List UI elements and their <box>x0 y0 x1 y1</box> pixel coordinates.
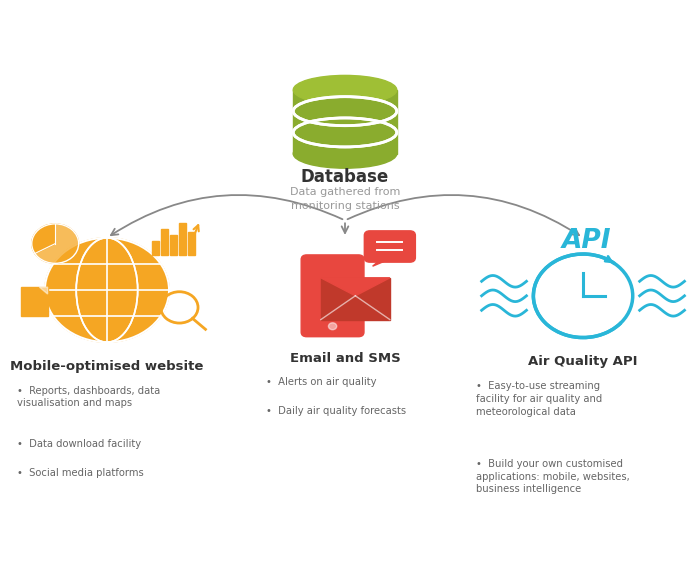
Circle shape <box>328 322 337 329</box>
Text: •  Reports, dashboards, data
visualisation and maps: • Reports, dashboards, data visualisatio… <box>17 386 161 408</box>
Polygon shape <box>373 258 393 266</box>
Polygon shape <box>321 278 390 296</box>
Bar <box>321 278 390 320</box>
Bar <box>188 232 195 255</box>
Text: •  Easy-to-use streaming
facility for air quality and
meteorological data: • Easy-to-use streaming facility for air… <box>476 381 602 416</box>
Text: Air Quality API: Air Quality API <box>529 355 638 368</box>
FancyBboxPatch shape <box>301 255 364 336</box>
Bar <box>179 223 186 255</box>
Text: Email and SMS: Email and SMS <box>290 353 400 365</box>
Text: Database: Database <box>301 168 389 186</box>
Text: •  Alerts on air quality: • Alerts on air quality <box>266 378 376 387</box>
Wedge shape <box>35 224 79 263</box>
Text: Data gathered from
monitoring stations: Data gathered from monitoring stations <box>290 187 400 211</box>
Text: API: API <box>562 228 611 253</box>
Bar <box>170 235 177 255</box>
Ellipse shape <box>293 118 397 147</box>
Text: •  Social media platforms: • Social media platforms <box>17 468 144 478</box>
Polygon shape <box>39 287 48 294</box>
Bar <box>161 229 168 255</box>
Ellipse shape <box>293 97 397 126</box>
Ellipse shape <box>293 75 397 104</box>
Bar <box>293 90 397 154</box>
Wedge shape <box>32 224 55 253</box>
Bar <box>152 241 159 255</box>
Text: •  Data download facility: • Data download facility <box>17 439 141 449</box>
Bar <box>21 287 48 316</box>
Text: Mobile-optimised website: Mobile-optimised website <box>10 360 204 372</box>
Text: •  Build your own customised
applications: mobile, websites,
business intelligen: • Build your own customised applications… <box>476 459 630 494</box>
Ellipse shape <box>293 139 397 168</box>
Text: •  Daily air quality forecasts: • Daily air quality forecasts <box>266 407 406 416</box>
Circle shape <box>45 238 169 342</box>
FancyBboxPatch shape <box>364 231 415 262</box>
